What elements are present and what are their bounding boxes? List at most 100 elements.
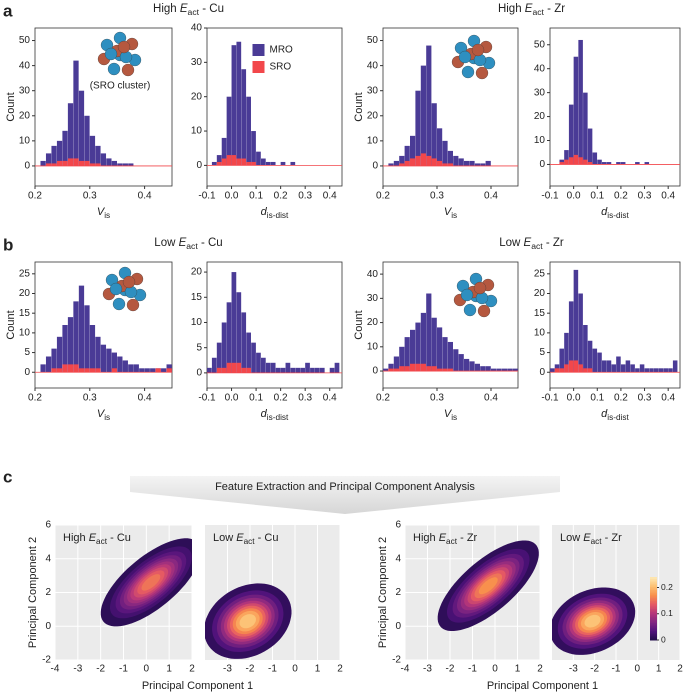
colorbar-step	[650, 625, 657, 628]
mro-bar	[654, 368, 659, 373]
sro-bar	[226, 155, 232, 166]
mro-bar	[431, 103, 437, 166]
density	[552, 587, 636, 655]
mro-bar	[620, 162, 626, 165]
colorbar-step	[650, 600, 657, 603]
plot-title-part: - Cu	[107, 532, 131, 544]
density	[100, 538, 192, 627]
mro-bar	[437, 327, 443, 372]
colorbar-step	[650, 613, 657, 616]
mro-bar	[56, 140, 63, 166]
sro-bar	[166, 368, 172, 373]
mro-bar	[150, 368, 156, 373]
mro-bar	[388, 163, 394, 166]
mro-bar	[305, 362, 310, 373]
density-contour	[584, 614, 601, 628]
cluster-atom	[460, 288, 474, 302]
sro-bar	[447, 163, 453, 166]
sro-bar	[246, 161, 251, 166]
y-tick-label: 20	[191, 91, 203, 102]
mro-bar	[573, 56, 579, 165]
mro-bar	[453, 155, 459, 166]
group-title-part: High	[498, 3, 525, 15]
mro-bar	[592, 152, 598, 165]
y-tick-label: 10	[534, 135, 546, 146]
y-tick-label: 0	[539, 367, 545, 378]
plot-title-part: High	[63, 532, 89, 544]
plot-title-part: High	[413, 532, 439, 544]
y-tick-label: 0	[45, 621, 51, 632]
plot-title-part: E	[89, 532, 97, 544]
y-tick-label: 40	[191, 23, 203, 34]
x-tick-label: 2	[189, 664, 195, 675]
sro-bar	[404, 366, 410, 372]
mro-bar	[100, 153, 107, 166]
cluster-atom	[475, 66, 489, 80]
legend-label: MRO	[270, 45, 294, 56]
mro-bar	[216, 342, 222, 373]
x-tick-label: 1	[166, 664, 172, 675]
mro-bar	[578, 293, 583, 373]
sro-bar	[51, 368, 57, 373]
x-tick-label: 0.1	[590, 191, 604, 202]
sro-bar	[431, 158, 437, 166]
mro-bar	[426, 45, 432, 166]
group-title-part: E	[524, 237, 532, 249]
x-axis-label-part: V	[444, 206, 453, 218]
sro-bar	[241, 367, 247, 373]
x-axis-label-part: is	[104, 413, 110, 422]
sro-bar	[241, 158, 247, 166]
mro-bar	[442, 140, 448, 166]
mro-bar	[442, 337, 448, 372]
mro-bar	[668, 368, 673, 373]
sro-bar	[404, 160, 410, 166]
colorbar-step	[650, 586, 657, 589]
mro-bar	[67, 317, 74, 373]
y-tick-label: 5	[539, 347, 545, 358]
mro-bar	[100, 344, 107, 373]
x-tick-label: -1	[612, 664, 621, 675]
colorbar-step	[650, 621, 657, 624]
plot-frame	[382, 27, 519, 187]
mro-bar	[122, 360, 128, 373]
x-tick-label: 0.1	[249, 191, 263, 202]
sro-bar	[236, 362, 242, 373]
sro-bar	[84, 160, 90, 166]
mro-bar	[128, 163, 134, 166]
y-axis-label: Count	[353, 92, 365, 121]
mro-bar	[221, 322, 227, 373]
sro-bar	[62, 160, 68, 166]
mro-bar	[265, 161, 271, 166]
mro-bar	[485, 160, 491, 166]
x-tick-label: -0.1	[541, 191, 559, 202]
sro-bar	[56, 160, 63, 166]
mro-bar	[62, 325, 68, 373]
mro-bar	[404, 145, 410, 166]
mro-bar	[573, 269, 579, 373]
group-title: Low Eact - Zr	[499, 237, 564, 251]
colorbar-tick-label: 0.2	[661, 582, 673, 592]
sro-bar	[78, 160, 85, 166]
y-tick-label: 20	[367, 110, 379, 121]
mro-bar	[241, 312, 247, 373]
group-title-part: High	[153, 3, 180, 15]
x-axis-label: Vis	[97, 408, 110, 422]
banner-text: Feature Extraction and Principal Compone…	[215, 481, 475, 493]
sro-bar	[251, 161, 256, 166]
density	[437, 540, 539, 631]
x-tick-label: -4	[51, 664, 60, 675]
x-tick-label: 0.4	[323, 393, 337, 404]
x-tick-label: 2	[537, 664, 543, 675]
colorbar-step	[650, 608, 657, 611]
plot-title-part: E	[236, 532, 244, 544]
y-tick-label: 10	[367, 341, 379, 352]
y-tick-label: 0	[196, 160, 202, 171]
sro-bar	[155, 368, 161, 373]
mro-bar	[256, 151, 261, 166]
group-title: High Eact - Zr	[498, 3, 565, 17]
sro-bar	[420, 153, 426, 166]
sro-bar	[226, 362, 232, 373]
mro-bar	[285, 362, 291, 373]
colorbar-step	[650, 583, 657, 586]
cluster-atom	[471, 43, 485, 57]
